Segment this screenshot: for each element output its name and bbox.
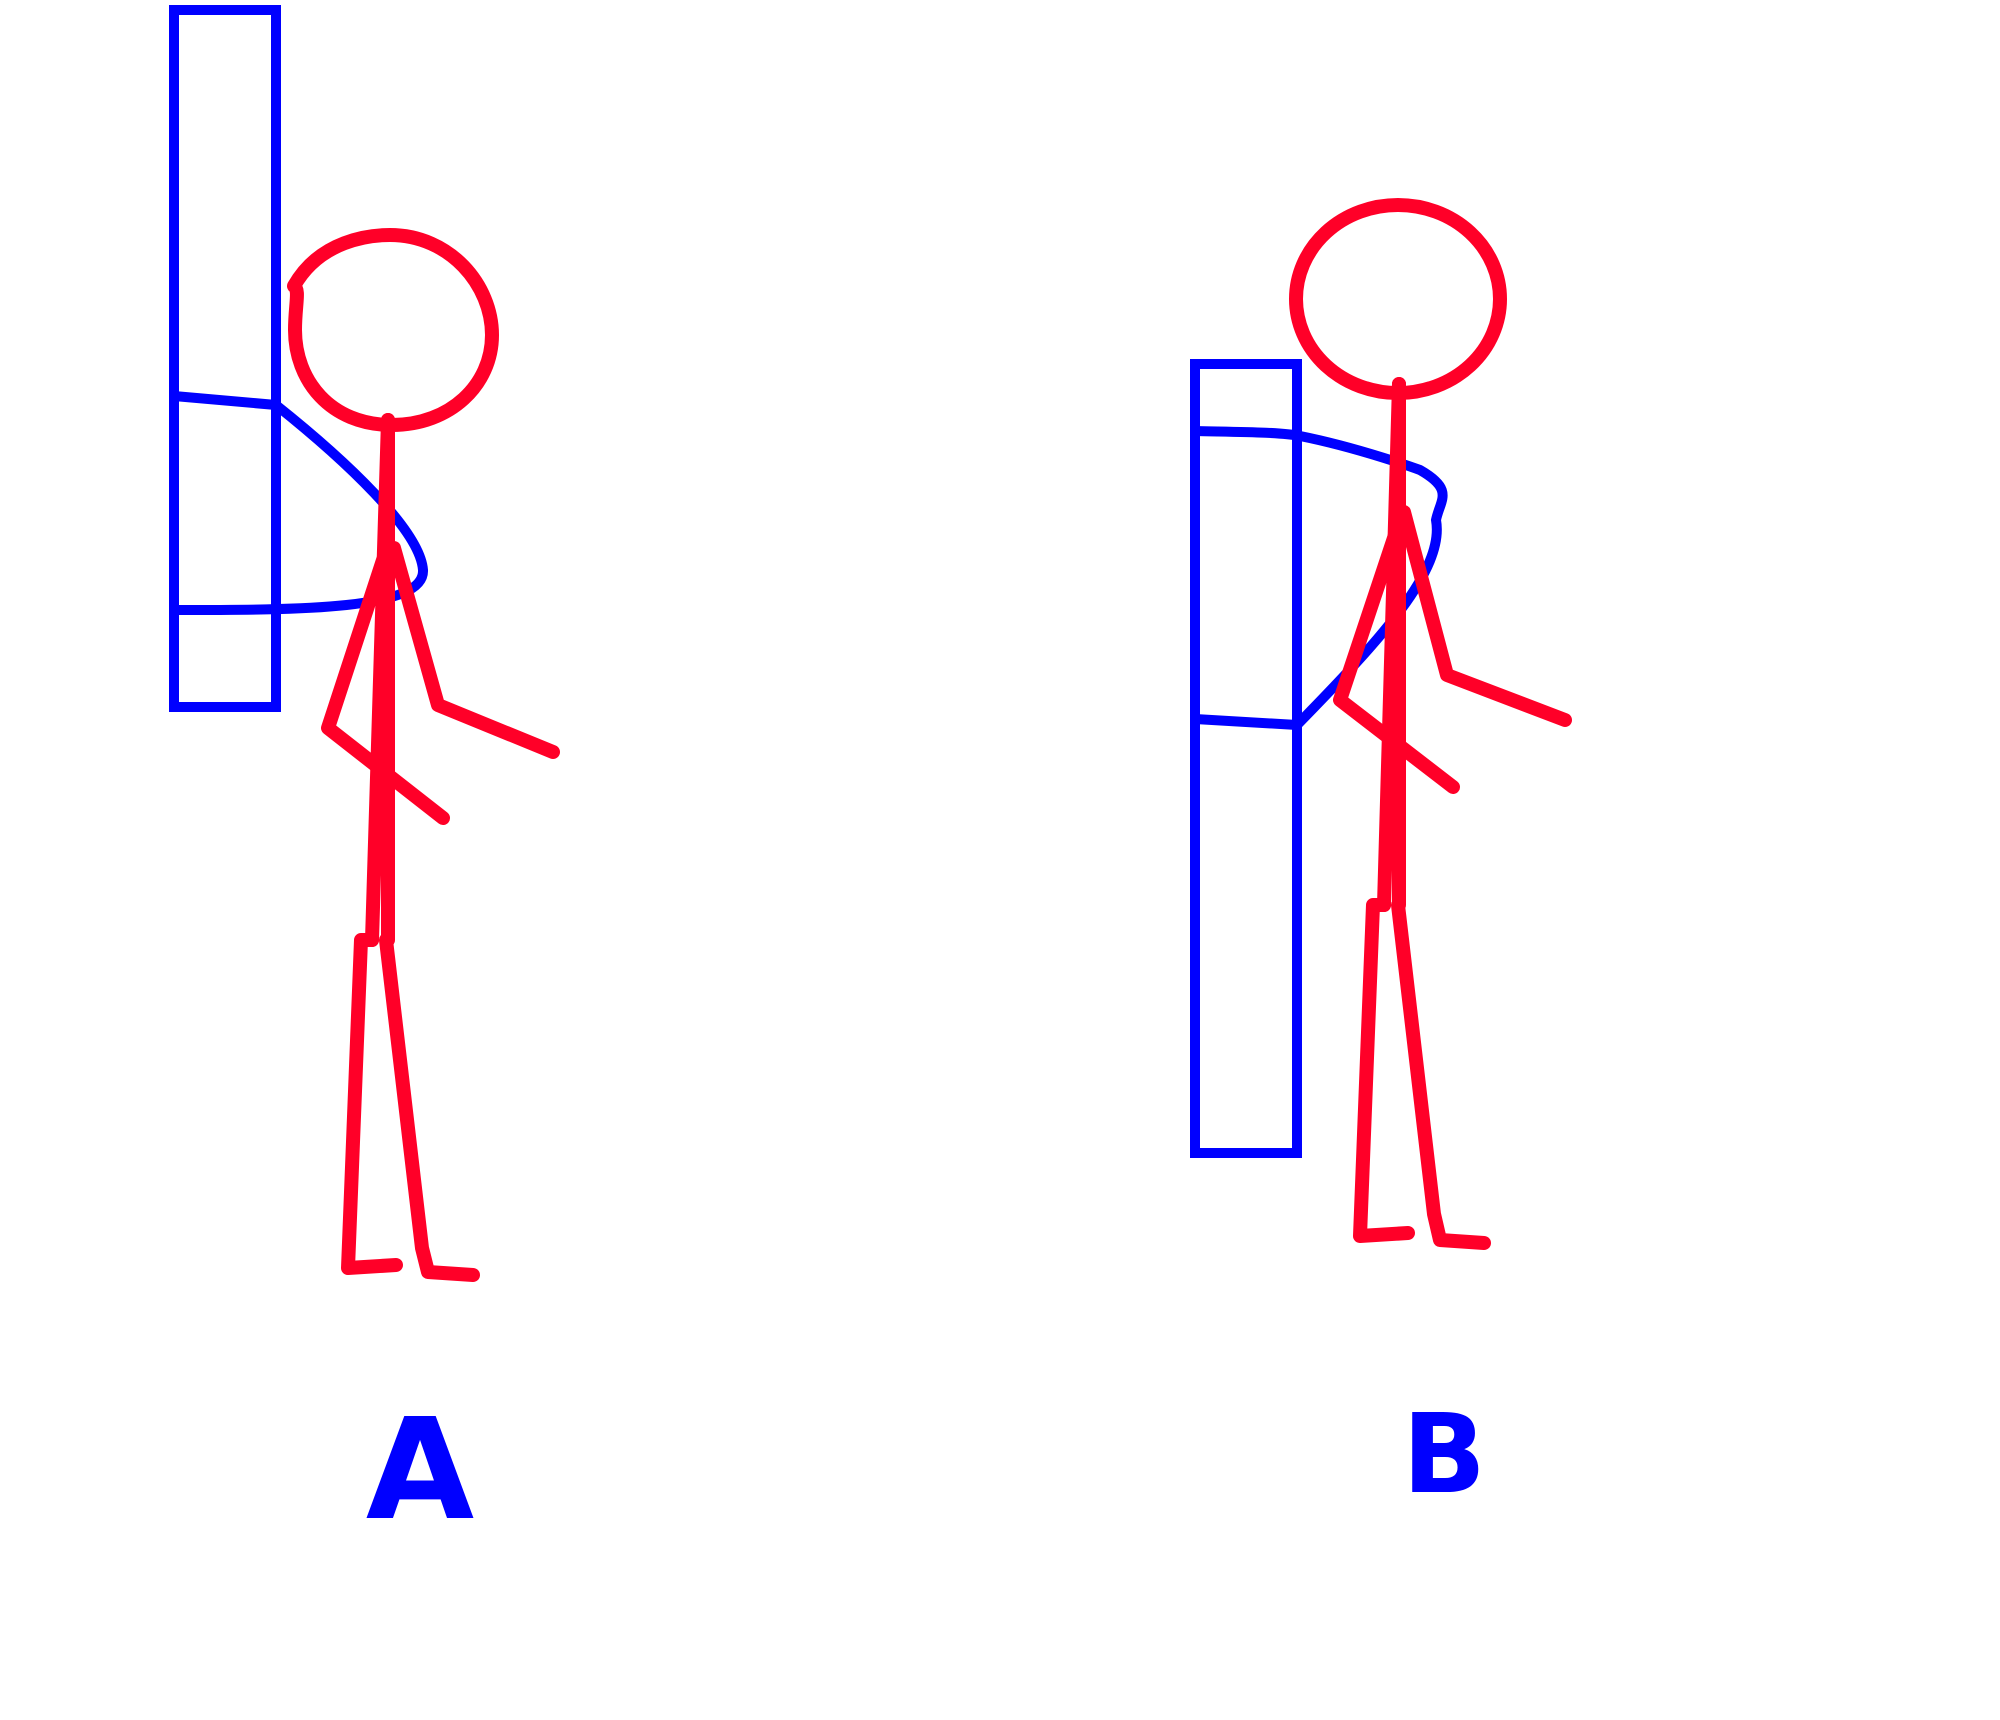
panel-a-arm-right [387, 541, 560, 759]
panel-a-bag-strap [173, 391, 429, 615]
panel-b-leg-right [1391, 898, 1491, 1250]
panel-a-bag-board [169, 5, 281, 712]
panel-b: B [1190, 198, 1572, 1518]
panel-b-label: B [1402, 1390, 1486, 1518]
panel-b-bag-board [1190, 359, 1302, 1158]
panel-a-label: A [366, 1389, 474, 1552]
panel-b-figure [1289, 198, 1572, 1250]
panel-a-bag [169, 5, 429, 712]
panel-a-arm-left [321, 553, 450, 825]
panel-a-leg-right [379, 933, 480, 1282]
panel-a-spine-back [365, 413, 395, 947]
panel-b-arm-left [1333, 528, 1460, 794]
panel-b-head [1289, 198, 1507, 400]
panel-a: A [169, 5, 560, 1552]
panel-b-leg-left [1353, 898, 1415, 1243]
panel-b-spine-back [1377, 377, 1406, 912]
panel-a-figure [287, 228, 560, 1282]
panel-a-head [287, 228, 499, 432]
panel-b-arm-right [1397, 505, 1572, 727]
panel-a-leg-left [341, 933, 403, 1275]
